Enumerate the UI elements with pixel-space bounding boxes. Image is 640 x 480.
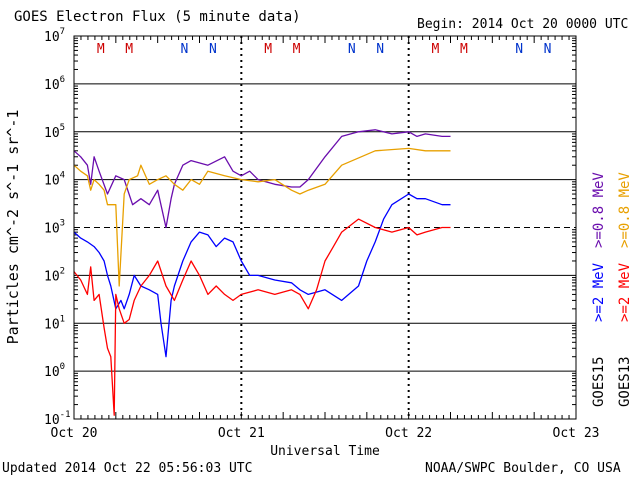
manoeuvre-marker: M [293, 42, 301, 57]
y-axis-label: Particles cm^-2 s^-1 sr^-1 [4, 110, 22, 345]
manoeuvre-marker: N [348, 42, 356, 57]
begin-time: Begin: 2014 Oct 20 0000 UTC [417, 17, 629, 32]
x-axis-label: Universal Time [270, 444, 380, 459]
manoeuvre-marker: N [181, 42, 189, 57]
x-tick-labels: Oct 20 Oct 21 Oct 22 Oct 23 [51, 426, 600, 441]
x-tick-label: Oct 21 [218, 426, 265, 441]
series-lines [73, 129, 451, 416]
legend-goes15: GOES15 [591, 356, 607, 407]
y-tick-exponent: -1 [60, 410, 71, 420]
manoeuvre-marker: M [125, 42, 133, 57]
manoeuvre-marker: M [432, 42, 440, 57]
y-tick-label: 102 [44, 266, 65, 284]
legend-goes15-ge08: >=0.8 MeV [591, 172, 607, 248]
manoeuvre-marker: M [97, 42, 105, 57]
y-tick-exponent: 1 [60, 314, 65, 324]
legend-goes15-ge2: >=2 MeV [591, 262, 607, 322]
plot-frame [73, 35, 577, 420]
manoeuvre-marker: N [515, 42, 523, 57]
manoeuvre-marker: N [209, 42, 217, 57]
x-tick-label: Oct 20 [51, 426, 98, 441]
x-tick-label: Oct 22 [385, 426, 432, 441]
y-tick-label: 103 [44, 219, 65, 237]
y-tick-exponent: 4 [60, 171, 65, 181]
x-tick-label: Oct 23 [553, 426, 600, 441]
series-goes15_ge08 [73, 129, 451, 229]
y-tick-exponent: 3 [60, 219, 65, 229]
y-tick-label: 100 [44, 362, 65, 380]
y-tick-labels: 1 0 -1 100 101 102 103 104 105 106 107 [44, 27, 71, 428]
manoeuvre-marker: N [376, 42, 384, 57]
y-tick-label: 101 [44, 314, 65, 332]
grid-lines [74, 36, 576, 419]
y-tick-exponent: 0 [60, 362, 65, 372]
y-tick-label: 104 [44, 171, 65, 189]
updated-timestamp: Updated 2014 Oct 22 05:56:03 UTC [2, 461, 253, 476]
credit-text: NOAA/SWPC Boulder, CO USA [425, 461, 621, 476]
y-tick-exponent: 2 [60, 266, 65, 276]
y-tick-exponent: 6 [60, 75, 65, 85]
chart-title: GOES Electron Flux (5 minute data) [14, 9, 301, 25]
legend-goes13: GOES13 [617, 356, 633, 407]
series-goes13_ge08 [73, 147, 451, 287]
series-goes13_ge2 [73, 218, 451, 416]
legend-goes13-ge08: >=0.8 MeV [617, 172, 633, 248]
y-tick-label: 106 [44, 75, 65, 93]
manoeuvre-marker: M [264, 42, 272, 57]
y-tick-exponent: 7 [60, 27, 65, 37]
series-goes15_ge2 [73, 193, 451, 358]
y-tick-label: 107 [44, 27, 65, 45]
manoeuvre-marker: M [460, 42, 468, 57]
manoeuvre-marker: N [544, 42, 552, 57]
y-tick-exponent: 5 [60, 123, 65, 133]
y-tick-label: 105 [44, 123, 65, 141]
legend-goes13-ge2: >=2 MeV [617, 262, 633, 322]
